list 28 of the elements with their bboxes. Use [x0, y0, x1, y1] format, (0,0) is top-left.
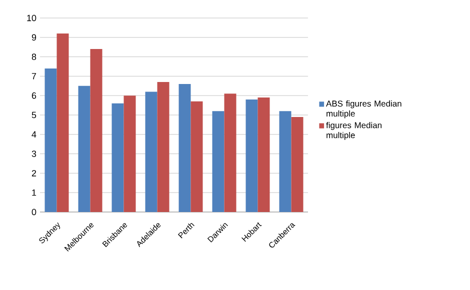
bar [112, 103, 124, 212]
y-tick-label: 4 [32, 131, 36, 138]
bar [279, 111, 292, 212]
bar [157, 82, 170, 212]
y-tick-label: 8 [32, 54, 36, 60]
y-tick-label: 7 [32, 73, 36, 80]
bar [44, 68, 57, 212]
bar [56, 34, 69, 212]
y-tick-label: 5 [32, 112, 36, 118]
y-tick-label: 3 [32, 150, 36, 157]
legend-label: figures Median multiple [326, 122, 382, 140]
bar [90, 49, 102, 212]
y-tick-label: 0 [32, 208, 36, 216]
y-tick-label: 9 [32, 34, 36, 41]
bar [291, 116, 304, 212]
bar [178, 84, 191, 212]
bar [224, 94, 236, 212]
bar [258, 98, 270, 212]
bar [145, 92, 158, 212]
bar [190, 101, 203, 212]
bar [124, 96, 136, 212]
bar [246, 99, 258, 212]
y-tick-label: 6 [32, 92, 36, 99]
y-tick-label: 10 [27, 14, 36, 22]
y-tick-label: 1 [32, 190, 36, 196]
bar [212, 111, 224, 212]
bar [78, 86, 90, 212]
y-tick-label: 2 [32, 170, 36, 176]
